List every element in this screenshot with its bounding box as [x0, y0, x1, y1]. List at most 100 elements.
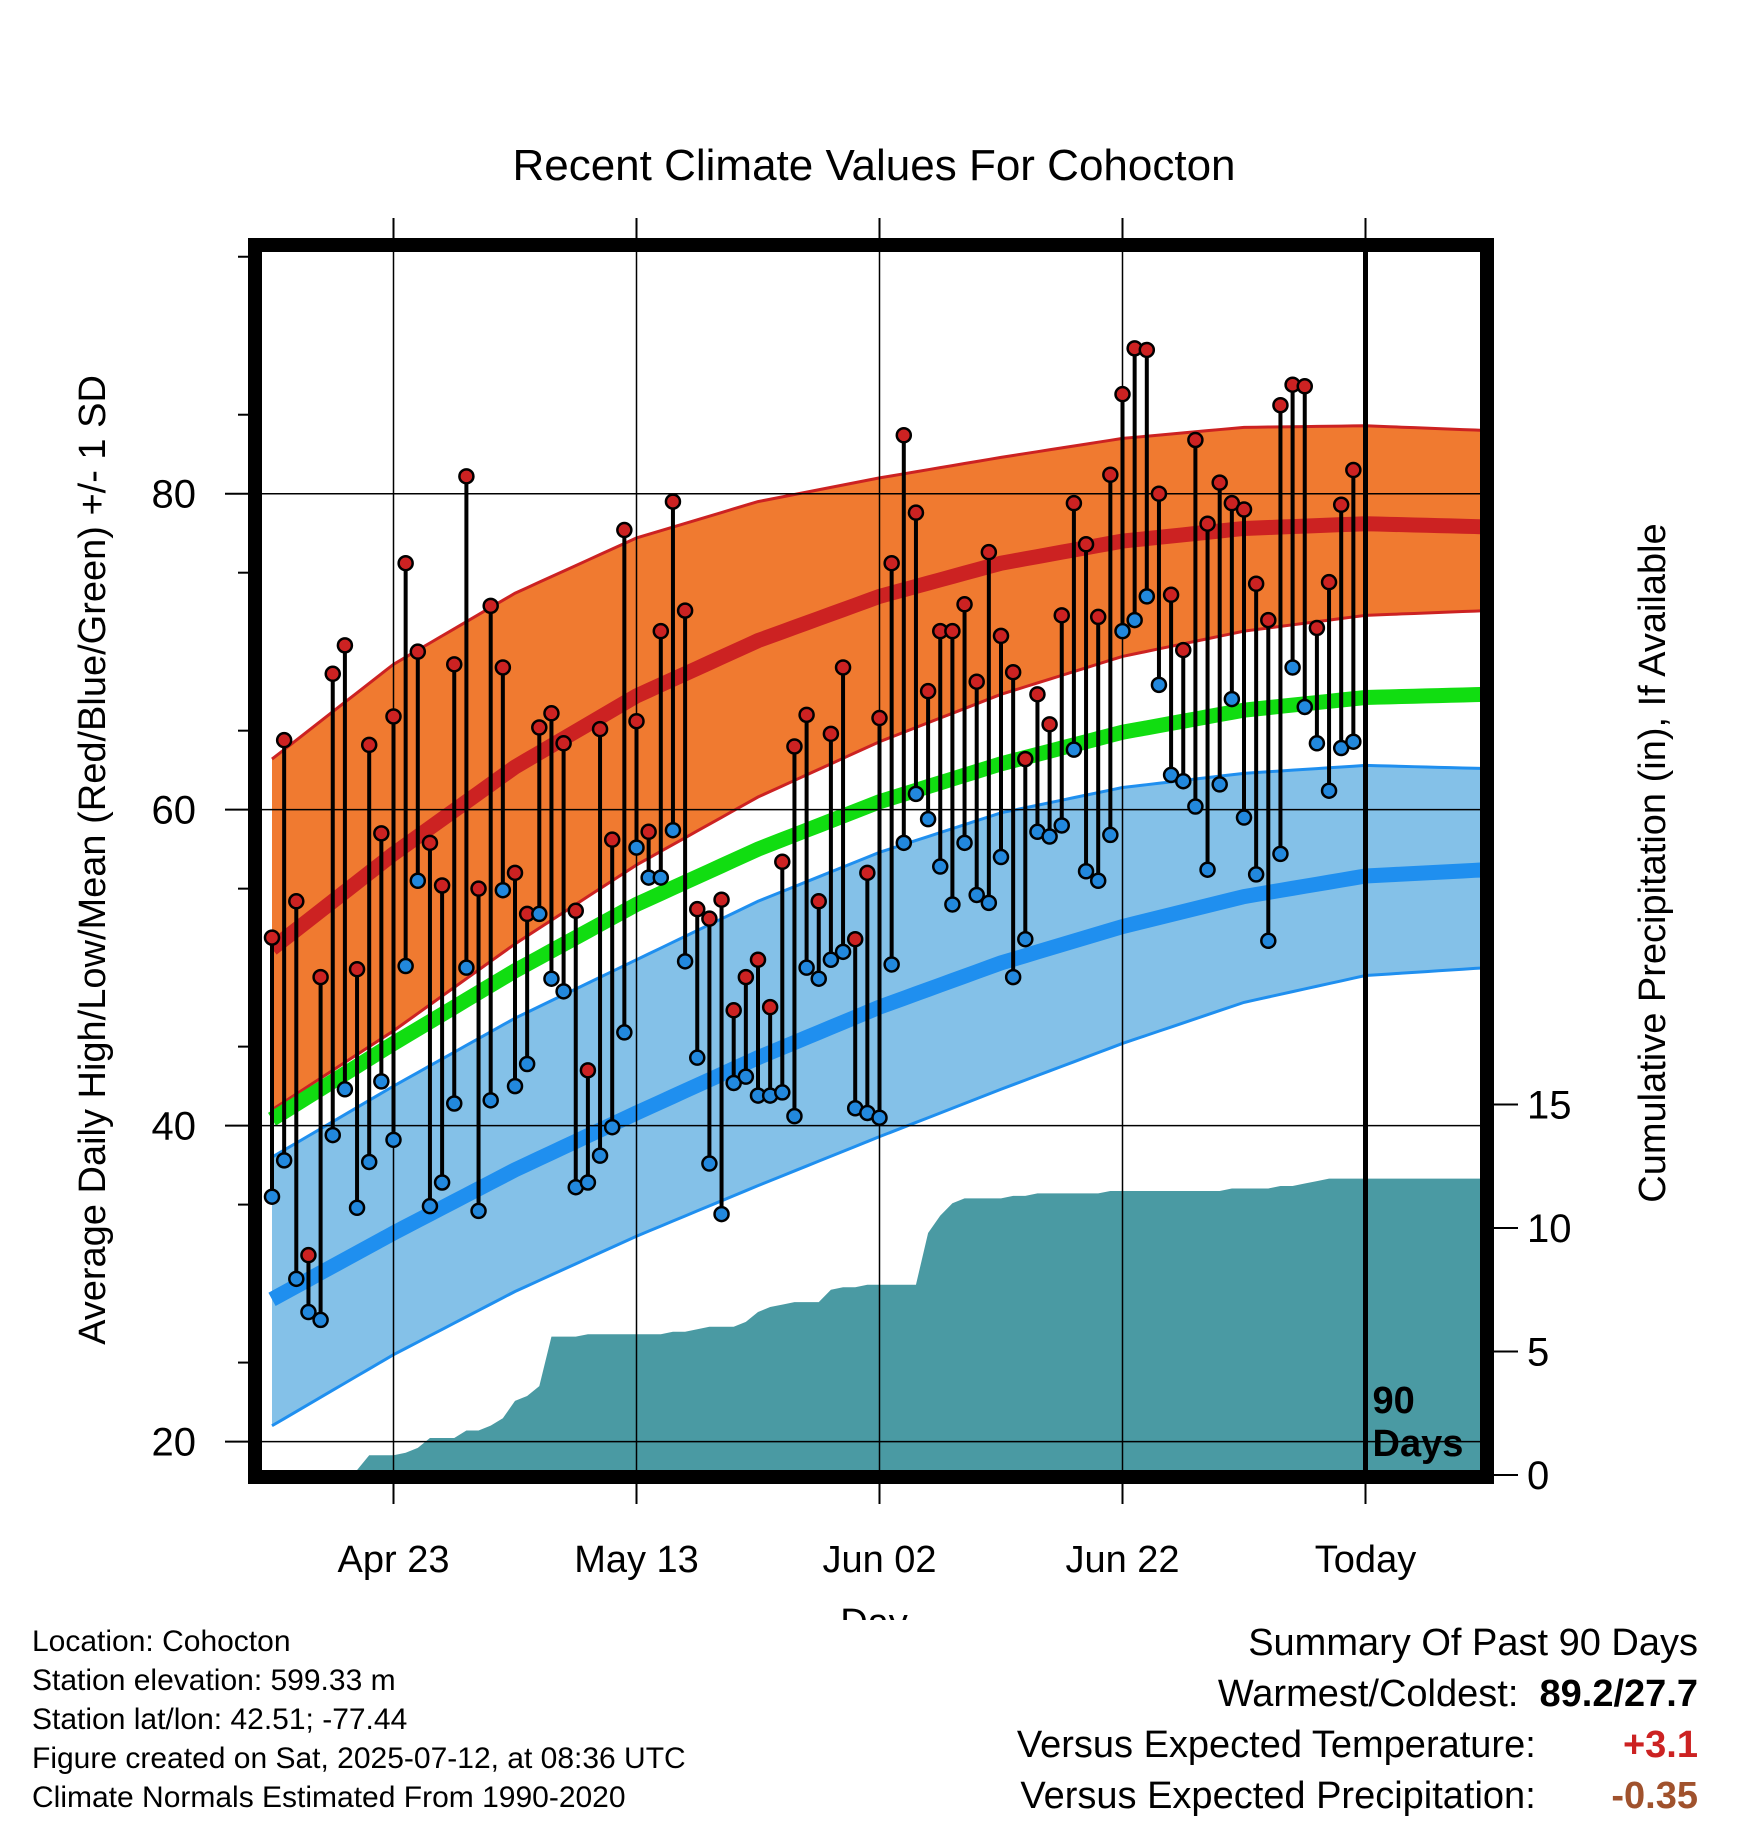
y2-tick-label: 5 — [1527, 1331, 1549, 1375]
daily-low-point — [579, 1174, 597, 1191]
precip-value: -0.35 — [1611, 1775, 1698, 1817]
daily-low-point — [713, 1205, 730, 1223]
daily-low-point — [446, 1095, 463, 1112]
daily-low-point — [932, 858, 949, 875]
temp-value: +3.1 — [1622, 1724, 1698, 1766]
y-tick-label: 60 — [152, 789, 197, 833]
daily-high-point — [628, 712, 645, 730]
daily-low-point — [1247, 866, 1265, 883]
daily-high-point — [992, 627, 1010, 645]
daily-low-point — [494, 881, 512, 899]
daily-high-point — [737, 968, 755, 986]
daily-low-point — [1260, 932, 1277, 950]
daily-low-point — [1296, 698, 1313, 716]
daily-low-point — [348, 1199, 366, 1217]
daily-low-point — [1004, 968, 1022, 986]
daily-low-point — [1065, 741, 1083, 758]
daily-high-point — [409, 643, 427, 660]
daily-low-point — [895, 834, 913, 852]
daily-high-point — [603, 831, 621, 848]
daily-high-point — [433, 877, 451, 894]
daily-high-point — [1235, 501, 1253, 518]
daily-low-point — [1272, 845, 1289, 863]
daily-high-point — [774, 853, 791, 871]
summary-panel: Summary Of Past 90 Days Warmest/Coldest:… — [1017, 1618, 1698, 1822]
daily-low-point — [531, 905, 548, 923]
daily-high-point — [1029, 686, 1046, 703]
warmest-label: Warmest/Coldest: — [1217, 1673, 1519, 1715]
daily-low-point — [1175, 772, 1192, 790]
daily-high-point — [543, 705, 560, 722]
daily-high-point — [1004, 663, 1022, 681]
daily-high-point — [798, 706, 815, 724]
daily-high-point — [1199, 515, 1216, 532]
summary-precip-row: Versus Expected Precipitation: -0.35 — [1017, 1771, 1698, 1822]
daily-low-point — [883, 956, 900, 973]
daily-high-point — [956, 596, 973, 613]
elevation-text: Station elevation: 599.33 m — [32, 1664, 396, 1697]
daily-low-point — [1041, 828, 1058, 845]
daily-low-point — [263, 1188, 281, 1205]
temp-label: Versus Expected Temperature: — [1016, 1724, 1536, 1766]
daily-low-point — [1114, 622, 1131, 640]
daily-low-point — [907, 785, 925, 803]
daily-low-point — [980, 894, 998, 912]
daily-low-point — [871, 1109, 888, 1126]
x-tick-label: Today — [1315, 1539, 1416, 1581]
daily-low-point — [919, 810, 937, 828]
daily-high-point — [336, 637, 354, 654]
location-text: Location: Cohocton — [32, 1625, 291, 1658]
daily-low-point — [324, 1126, 341, 1144]
daily-high-point — [846, 930, 864, 948]
daily-low-point — [664, 821, 682, 839]
daily-high-point — [1187, 431, 1204, 449]
daily-low-point — [1102, 826, 1119, 844]
daily-high-point — [1162, 586, 1180, 604]
daily-high-point — [348, 960, 366, 978]
latlon-text: Station lat/lon: 42.51; -77.44 — [32, 1703, 408, 1736]
daily-low-point — [421, 1197, 439, 1215]
daily-high-point — [482, 597, 499, 615]
y2-axis-label: Cumulative Precipitation (in), If Availa… — [1632, 523, 1674, 1202]
daily-low-point — [834, 943, 852, 961]
daily-high-point — [749, 951, 767, 968]
daily-low-point — [616, 1024, 633, 1041]
daily-high-point — [919, 682, 937, 700]
daily-high-point — [1175, 641, 1192, 659]
daily-high-point — [470, 880, 487, 897]
daily-low-point — [810, 970, 827, 987]
daily-low-point — [737, 1068, 755, 1085]
daily-low-point — [1187, 798, 1204, 815]
daily-high-point — [980, 543, 998, 561]
daily-high-point — [531, 719, 548, 736]
daily-low-point — [373, 1073, 390, 1090]
daily-high-point — [1247, 575, 1265, 593]
daily-high-point — [676, 602, 694, 619]
daily-high-point — [1138, 341, 1156, 359]
daily-high-point — [397, 554, 414, 572]
daily-low-point — [1223, 690, 1241, 708]
daily-low-point — [1284, 659, 1301, 676]
daily-high-point — [360, 736, 378, 754]
daily-high-point — [1320, 573, 1338, 591]
daily-low-point — [689, 1049, 706, 1066]
daily-low-point — [300, 1303, 317, 1321]
daily-low-point — [1017, 930, 1034, 948]
daily-low-point — [676, 953, 694, 970]
daily-low-point — [555, 983, 572, 1000]
daily-low-point — [1235, 809, 1253, 826]
precip-area — [357, 1178, 1480, 1470]
daily-high-point — [1114, 385, 1131, 403]
daily-low-point — [628, 839, 645, 856]
summary-warmest-row: Warmest/Coldest: 89.2/27.7 — [1017, 1669, 1698, 1720]
daily-high-point — [288, 893, 305, 910]
summary-temp-row: Versus Expected Temperature: +3.1 — [1017, 1720, 1698, 1771]
daily-high-point — [1065, 494, 1083, 512]
daily-high-point — [446, 656, 463, 673]
daily-low-point — [822, 951, 840, 968]
daily-high-point — [506, 864, 524, 882]
daily-low-point — [336, 1081, 354, 1098]
station-info: Location: Cohocton Station elevation: 59… — [32, 1622, 686, 1817]
daily-high-point — [421, 834, 439, 852]
daily-low-point — [1126, 611, 1143, 629]
